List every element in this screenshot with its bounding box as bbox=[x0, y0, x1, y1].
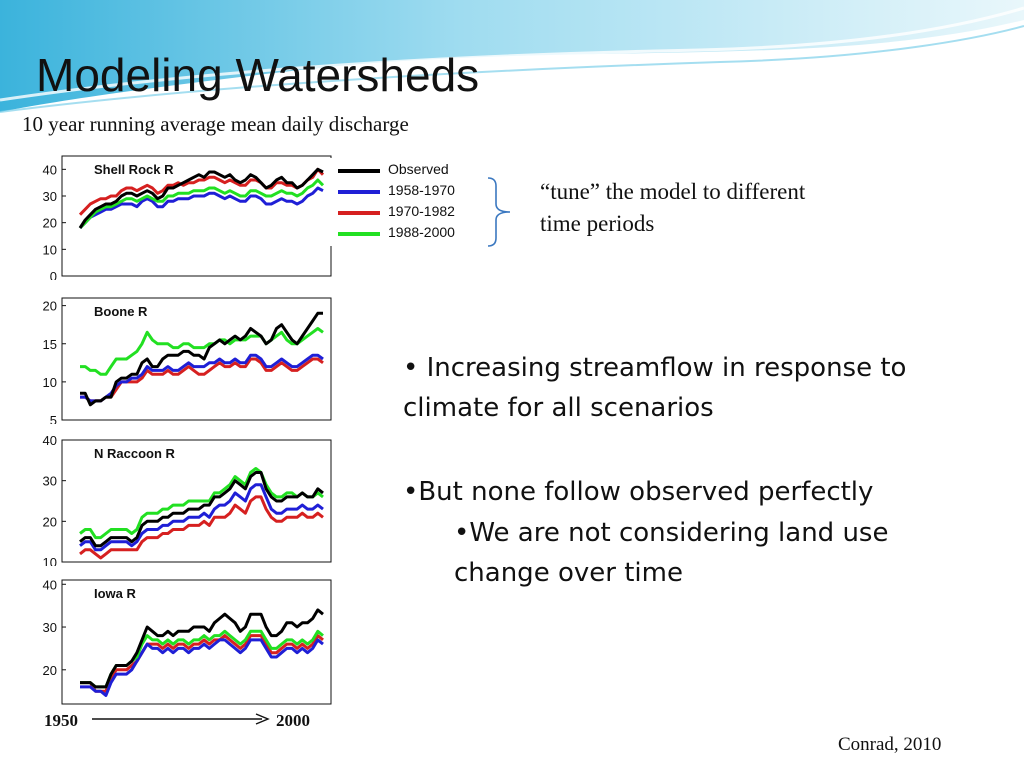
series-line-observed bbox=[79, 471, 324, 548]
series-line-1958-1970 bbox=[79, 483, 324, 552]
bullet-land-use-change: •We are not considering land use change … bbox=[454, 518, 889, 588]
chart-panel-boone: 5 10 15 20 Boone R bbox=[30, 290, 335, 424]
chart-title: Iowa R bbox=[94, 586, 137, 601]
legend-label: 1988-2000 bbox=[388, 224, 455, 240]
series-line-1970-1982 bbox=[78, 167, 325, 216]
y-tick-label: 30 bbox=[43, 474, 57, 489]
legend-label: Observed bbox=[388, 161, 449, 177]
chart-panel-n-raccoon: 10 20 30 40 N Raccoon R bbox=[30, 432, 335, 566]
chart-title: Boone R bbox=[94, 304, 148, 319]
series-line-observed bbox=[78, 167, 324, 229]
slide-banner bbox=[0, 0, 1024, 113]
arrow-right-icon bbox=[92, 713, 270, 725]
legend-item-1958-1970: 1958-1970 bbox=[334, 181, 470, 201]
chart-title: Shell Rock R bbox=[94, 162, 174, 177]
y-tick-label: 20 bbox=[43, 299, 57, 314]
y-tick-label: 5 bbox=[50, 413, 57, 424]
series-line-1988-2000 bbox=[80, 327, 324, 376]
series-line-observed bbox=[80, 311, 323, 407]
y-tick-label: 10 bbox=[43, 555, 57, 566]
y-tick-label: 30 bbox=[43, 189, 57, 204]
legend-label: 1970-1982 bbox=[388, 203, 455, 219]
bullet-none-follow-observed: •But none follow observed perfectly bbox=[403, 477, 874, 507]
legend-swatch bbox=[338, 211, 380, 215]
plot-frame bbox=[61, 297, 332, 421]
legend-item-observed: Observed bbox=[334, 160, 470, 180]
axis-end-year: 2000 bbox=[276, 711, 310, 730]
series-line-1988-2000 bbox=[79, 467, 324, 540]
y-tick-label: 30 bbox=[43, 620, 57, 635]
curly-brace-icon bbox=[487, 177, 511, 247]
series-line-1958-1970 bbox=[80, 353, 324, 403]
chart-panel-iowa: 20 30 40 Iowa R bbox=[30, 572, 335, 708]
y-tick-label: 20 bbox=[43, 216, 57, 231]
chart-legend: Observed 1958-1970 1970-1982 1988-2000 bbox=[330, 158, 470, 246]
slide-title: Modeling Watersheds bbox=[36, 49, 480, 101]
citation: Conrad, 2010 bbox=[838, 734, 942, 755]
legend-swatch bbox=[338, 169, 380, 173]
y-tick-label: 0 bbox=[50, 269, 57, 280]
series-line-1970-1982 bbox=[79, 495, 324, 560]
chart-panel-shell-rock: 0 10 20 30 40 Shell Rock R bbox=[30, 148, 335, 280]
legend-label: 1958-1970 bbox=[388, 182, 455, 198]
legend-item-1988-2000: 1988-2000 bbox=[334, 223, 470, 243]
y-tick-label: 40 bbox=[43, 162, 57, 177]
slide-subtitle: 10 year running average mean daily disch… bbox=[22, 112, 409, 136]
series-line-1988-2000 bbox=[78, 178, 325, 230]
series-line-observed bbox=[80, 608, 324, 689]
time-axis: 1950 2000 bbox=[30, 706, 330, 736]
legend-swatch bbox=[338, 190, 380, 194]
y-tick-label: 40 bbox=[43, 577, 57, 592]
axis-start-year: 1950 bbox=[44, 711, 78, 730]
legend-swatch bbox=[338, 232, 380, 236]
y-tick-label: 15 bbox=[43, 337, 57, 352]
series-line-1958-1970 bbox=[78, 186, 324, 230]
y-tick-label: 20 bbox=[43, 663, 57, 678]
y-tick-label: 20 bbox=[43, 514, 57, 529]
legend-item-1970-1982: 1970-1982 bbox=[334, 202, 470, 222]
y-tick-label: 10 bbox=[43, 242, 57, 257]
y-tick-label: 10 bbox=[43, 375, 57, 390]
chart-title: N Raccoon R bbox=[94, 446, 176, 461]
tune-note: “tune” the model to different time perio… bbox=[540, 179, 806, 236]
series-line-1958-1970 bbox=[80, 638, 324, 697]
bullet-increasing-streamflow: • Increasing streamflow in response to c… bbox=[403, 353, 907, 423]
series-line-1970-1982 bbox=[80, 634, 324, 693]
y-tick-label: 40 bbox=[43, 433, 57, 448]
